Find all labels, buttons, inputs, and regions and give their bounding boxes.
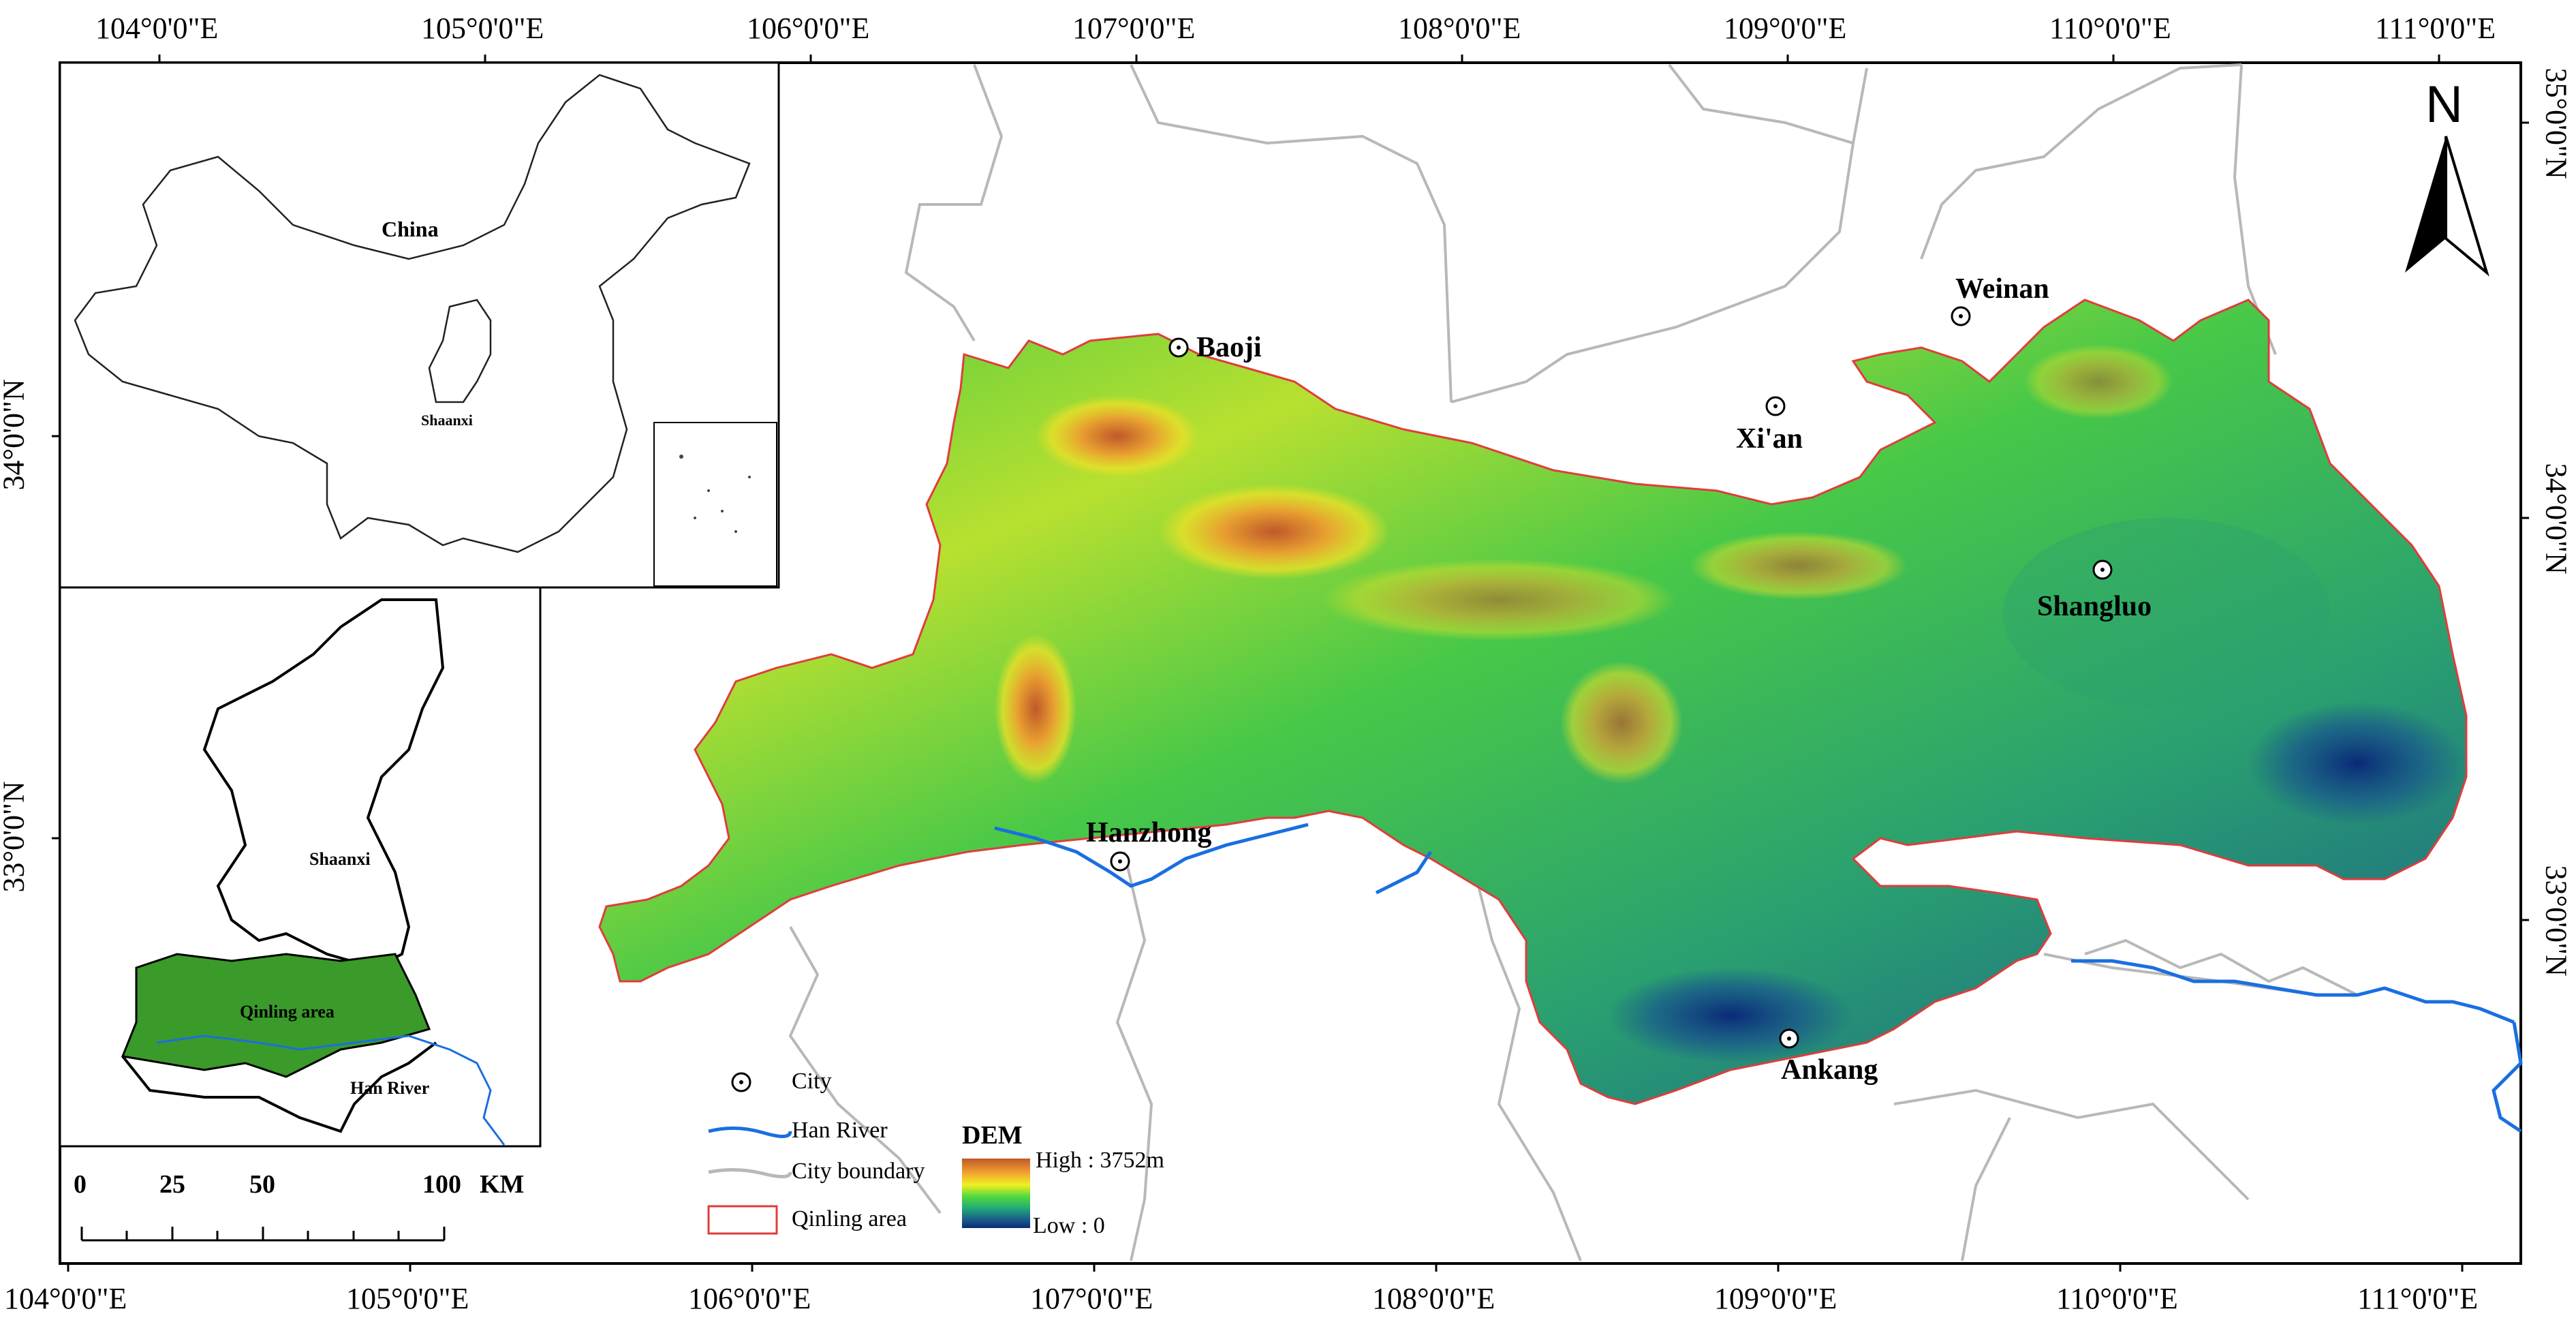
- scale-bar: [80, 1227, 446, 1242]
- graticule-ticks: [52, 55, 2529, 1272]
- city-label-baoji: Baoji: [1196, 332, 1262, 363]
- left-latitude-label: 34°0'0"N: [0, 379, 31, 491]
- legend-dem-high: High : 3752m: [1036, 1148, 1164, 1173]
- top-longitude-label: 107°0'0"E: [1072, 12, 1196, 45]
- city-label-weinan: Weinan: [1955, 273, 2049, 305]
- han-river: [994, 823, 2515, 1024]
- china-shaanxi-outline: [428, 298, 492, 403]
- inset-shaanxi-label: Shaanxi: [309, 849, 371, 869]
- qinling-dem-area: [598, 298, 2468, 1105]
- bottom-longitude-label: 111°0'0"E: [2357, 1282, 2479, 1315]
- scale-tick-25: 25: [159, 1170, 185, 1199]
- bottom-longitude-label: 108°0'0"E: [1372, 1282, 1495, 1315]
- inset-han-river: [156, 1035, 506, 1146]
- top-longitude-label: 105°0'0"E: [421, 12, 544, 45]
- inset-qinling-label: Qinling area: [240, 1002, 335, 1022]
- legend-dem-low: Low : 0: [1033, 1213, 1105, 1238]
- bottom-longitude-label: 109°0'0"E: [1714, 1282, 1837, 1315]
- legend-dem-title: DEM: [962, 1121, 1023, 1150]
- legend-river-line: [708, 1127, 792, 1138]
- bottom-longitude-label: 105°0'0"E: [346, 1282, 469, 1315]
- city-label-shangluo: Shangluo: [2037, 591, 2152, 622]
- han-river-east: [2492, 1022, 2523, 1133]
- top-longitude-label: 110°0'0"E: [2049, 12, 2171, 45]
- legend-symbols: [707, 1072, 1030, 1235]
- scale-unit: KM: [480, 1170, 525, 1199]
- right-latitude-label: 35°0'0"N: [2539, 67, 2573, 179]
- shaanxi-qinling-fill: [121, 953, 431, 1078]
- left-latitude-label: 33°0'0"N: [0, 781, 31, 893]
- city-label-xian: Xi'an: [1736, 423, 1803, 455]
- bottom-longitude-label: 110°0'0"E: [2056, 1282, 2178, 1315]
- city-label-ankang: Ankang: [1781, 1054, 1878, 1086]
- inset-south-china-sea: [653, 422, 777, 587]
- legend-city-label: City: [792, 1069, 832, 1094]
- city-label-hanzhong: Hanzhong: [1086, 817, 1212, 848]
- legend-river-label: Han River: [792, 1118, 888, 1143]
- north-arrow-label: N: [2425, 76, 2463, 134]
- shaanxi-outline: [202, 598, 445, 970]
- bottom-longitude-label: 106°0'0"E: [688, 1282, 811, 1315]
- top-longitude-label: 106°0'0"E: [747, 12, 870, 45]
- inset-han-river-label: Han River: [350, 1078, 430, 1098]
- inset-china-shaanxi-label: Shaanxi: [421, 412, 473, 429]
- top-longitude-label: 108°0'0"E: [1398, 12, 1521, 45]
- right-latitude-label: 34°0'0"N: [2539, 463, 2573, 574]
- legend-dem-ramp: [962, 1159, 1030, 1228]
- legend-area-label: Qinling area: [792, 1206, 907, 1231]
- bottom-longitude-label: 104°0'0"E: [4, 1282, 127, 1315]
- legend-boundary-line: [708, 1167, 792, 1178]
- legend-boundary-label: City boundary: [792, 1159, 925, 1184]
- top-longitude-label: 109°0'0"E: [1724, 12, 1847, 45]
- north-arrow-icon: [2405, 136, 2489, 277]
- city-marker-dots: [1118, 314, 2105, 1041]
- top-longitude-label: 104°0'0"E: [95, 12, 219, 45]
- top-longitude-label: 111°0'0"E: [2375, 12, 2496, 45]
- shaanxi-south-outline: [121, 1041, 437, 1133]
- right-latitude-label: 33°0'0"N: [2539, 865, 2573, 977]
- legend-area-swatch: [707, 1205, 778, 1235]
- city-boundaries: [788, 63, 2358, 1261]
- bottom-longitude-label: 107°0'0"E: [1030, 1282, 1153, 1315]
- china-outline: [74, 74, 751, 553]
- south-china-sea-islands: [679, 455, 751, 533]
- inset-china-label: China: [382, 217, 439, 241]
- scale-tick-50: 50: [249, 1170, 275, 1199]
- scale-tick-0: 0: [74, 1170, 87, 1199]
- scale-tick-100: 100: [422, 1170, 461, 1199]
